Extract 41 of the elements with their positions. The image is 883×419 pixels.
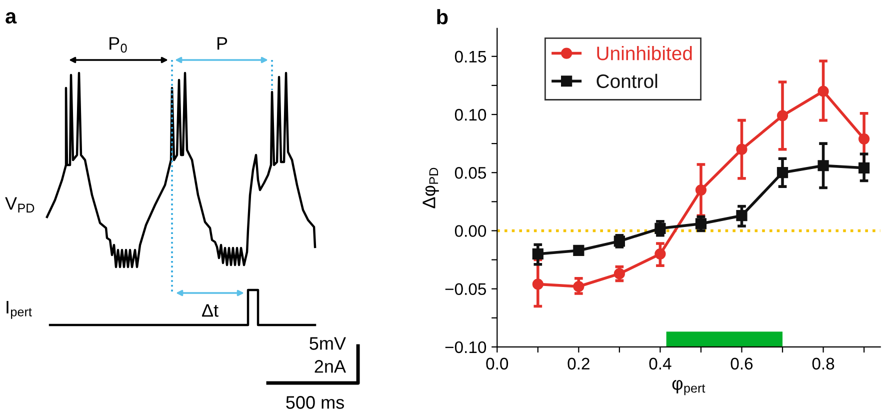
y-axis-title: Δφ$_{PD}$ bbox=[422, 168, 439, 208]
point bbox=[614, 268, 625, 280]
point bbox=[654, 222, 666, 234]
x-tick-label: 0.8 bbox=[812, 358, 834, 370]
y-tick-label: 0.10 bbox=[454, 108, 486, 121]
x-tick-label: 0.4 bbox=[649, 358, 672, 370]
point bbox=[695, 184, 707, 196]
x-tick-label: 0.2 bbox=[568, 358, 590, 370]
point bbox=[736, 144, 748, 155]
text: a bbox=[6, 12, 17, 24]
text: 500 ms bbox=[286, 396, 344, 409]
point bbox=[858, 162, 870, 174]
legend-label: Control bbox=[596, 74, 658, 88]
point bbox=[818, 86, 829, 97]
text: Δt bbox=[202, 304, 218, 317]
text: P bbox=[217, 37, 228, 50]
point bbox=[573, 244, 584, 256]
y-tick-label: 0.05 bbox=[454, 167, 486, 179]
text: 5mV bbox=[310, 337, 346, 350]
chart-title: b bbox=[437, 9, 448, 24]
point bbox=[573, 280, 584, 292]
point bbox=[736, 210, 748, 222]
x-tick-label: 0.6 bbox=[730, 358, 753, 370]
y-tick-label: −0.10 bbox=[445, 341, 486, 354]
point bbox=[654, 248, 666, 260]
legend-label: Uninhibited bbox=[597, 46, 692, 60]
y-tick-label: 0.15 bbox=[454, 50, 486, 63]
x-axis-title: φ$_{pert}$ bbox=[672, 380, 706, 396]
y-tick-label: −0.05 bbox=[445, 283, 486, 296]
point bbox=[776, 167, 788, 178]
point bbox=[818, 160, 829, 172]
point bbox=[776, 110, 788, 122]
text: V$_{PD}$ bbox=[5, 197, 34, 212]
x-tick-label: 0.0 bbox=[486, 358, 508, 370]
point bbox=[695, 218, 707, 230]
text: 2nA bbox=[314, 360, 346, 373]
point bbox=[858, 133, 870, 144]
text: I$_{pert}$ bbox=[6, 300, 32, 319]
y-tick-label: 0.00 bbox=[454, 225, 486, 237]
point bbox=[532, 278, 544, 290]
text: P$_{0}$ bbox=[110, 37, 127, 53]
